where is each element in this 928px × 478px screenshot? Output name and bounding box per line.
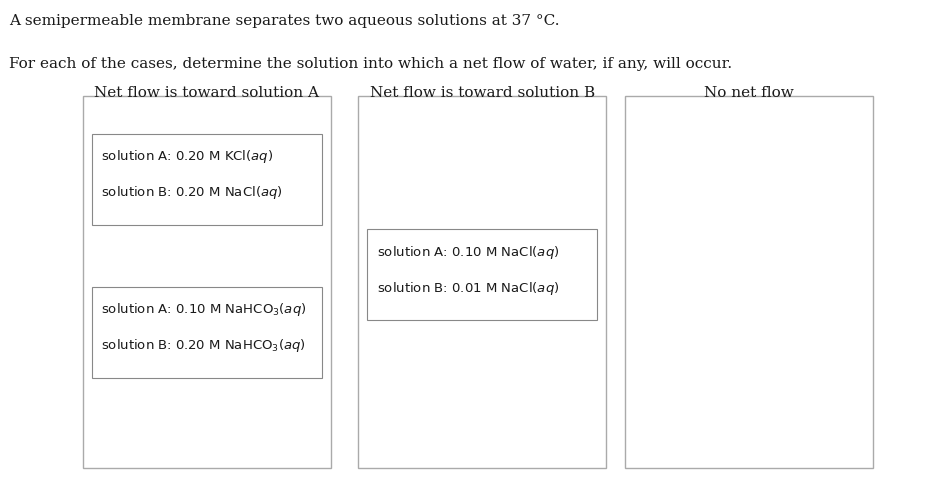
Text: solution B: 0.01 M NaCl$(\mathit{aq})$: solution B: 0.01 M NaCl$(\mathit{aq})$ — [376, 280, 559, 297]
FancyBboxPatch shape — [358, 96, 606, 468]
Text: For each of the cases, determine the solution into which a net flow of water, if: For each of the cases, determine the sol… — [9, 57, 731, 71]
Text: Net flow is toward solution B: Net flow is toward solution B — [369, 86, 594, 100]
Text: No net flow: No net flow — [703, 86, 793, 100]
Text: solution B: 0.20 M NaCl$(\mathit{aq})$: solution B: 0.20 M NaCl$(\mathit{aq})$ — [101, 184, 282, 201]
FancyBboxPatch shape — [83, 96, 330, 468]
FancyBboxPatch shape — [367, 229, 597, 320]
Text: solution A: 0.10 M NaHCO$_3(\mathit{aq})$: solution A: 0.10 M NaHCO$_3(\mathit{aq})… — [101, 301, 306, 318]
Text: solution A: 0.10 M NaCl$(\mathit{aq})$: solution A: 0.10 M NaCl$(\mathit{aq})$ — [376, 244, 559, 261]
FancyBboxPatch shape — [624, 96, 871, 468]
Text: Net flow is toward solution A: Net flow is toward solution A — [94, 86, 319, 100]
Text: solution B: 0.20 M NaHCO$_3(\mathit{aq})$: solution B: 0.20 M NaHCO$_3(\mathit{aq})… — [101, 337, 305, 354]
FancyBboxPatch shape — [92, 287, 321, 378]
Text: A semipermeable membrane separates two aqueous solutions at 37 °C.: A semipermeable membrane separates two a… — [9, 14, 559, 28]
Text: solution A: 0.20 M KCl$(\mathit{aq})$: solution A: 0.20 M KCl$(\mathit{aq})$ — [101, 148, 273, 165]
FancyBboxPatch shape — [92, 134, 321, 225]
